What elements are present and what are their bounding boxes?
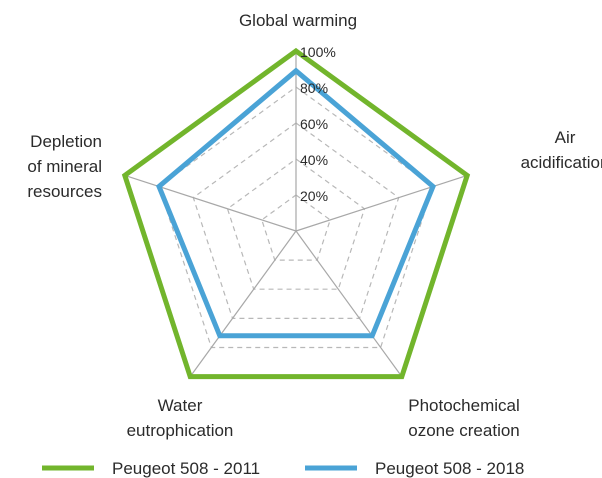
axis-spoke-3 (295, 230, 403, 377)
axis-label-line: Photochemical (408, 396, 520, 415)
axis-label-2: Air acidification (521, 128, 602, 172)
axis-label-line: of mineral (27, 157, 102, 176)
grid-ring-3 (192, 122, 400, 319)
axis-label-line: eutrophication (127, 421, 234, 440)
axis-label-line: Water (158, 396, 203, 415)
axis-label-line: ozone creation (408, 421, 520, 440)
tick-label-40pct: 40% (300, 152, 328, 168)
legend-item-1: Peugeot 508 - 2011 (42, 459, 260, 478)
tick-label-60pct: 60% (300, 116, 328, 132)
legend-label: Peugeot 508 - 2011 (112, 459, 260, 478)
legend-label: Peugeot 508 - 2018 (375, 459, 524, 478)
axis-label-line: Depletion (30, 132, 102, 151)
axis-spoke-2 (295, 174, 468, 232)
axis-label-line: resources (27, 182, 102, 201)
series-2-polygon (155, 67, 437, 339)
axis-labels: Global warming Air acidification Photochemi… (27, 11, 602, 440)
axis-label-1: Global warming (239, 11, 357, 30)
axis-label-line: acidification (521, 153, 602, 172)
legend: Peugeot 508 - 2011 Peugeot 508 - 2018 (42, 459, 524, 478)
axis-label-4: Water eutrophication (127, 396, 234, 440)
axis-spoke-5 (124, 174, 297, 232)
tick-labels: 20% 40% 60% 80% 100% (300, 44, 336, 204)
axis-label-line: Global warming (239, 11, 357, 30)
axis-spokes (124, 51, 468, 377)
axis-label-3: Photochemical ozone creation (408, 396, 520, 440)
axis-label-5: Depletion of mineral resources (27, 132, 102, 201)
series-layer (121, 47, 471, 380)
series-1-polygon (121, 47, 471, 380)
tick-label-20pct: 20% (300, 188, 328, 204)
grid-ring-2 (226, 158, 366, 290)
tick-label-80pct: 80% (300, 80, 328, 96)
axis-spoke-4 (189, 230, 297, 377)
legend-item-2: Peugeot 508 - 2018 (305, 459, 524, 478)
tick-label-100pct: 100% (300, 44, 336, 60)
axis-label-line: Air (555, 128, 576, 147)
